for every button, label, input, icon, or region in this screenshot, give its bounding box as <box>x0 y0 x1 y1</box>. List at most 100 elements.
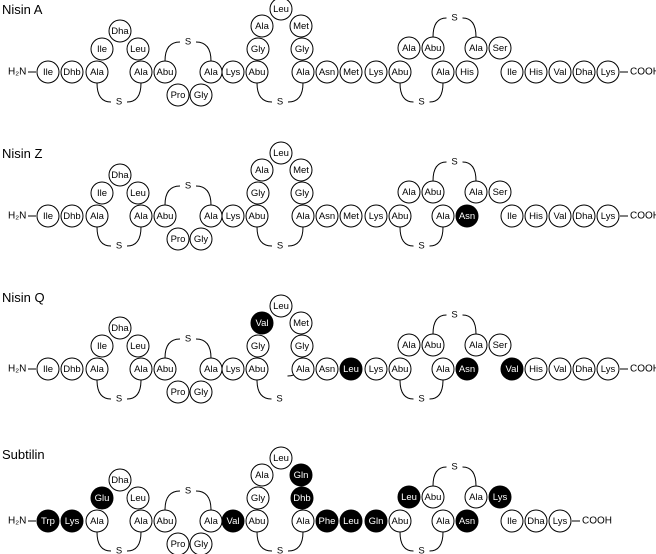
residue-leu: Leu <box>126 181 150 205</box>
thioether-bridge <box>256 531 304 552</box>
residue-circle <box>245 204 269 228</box>
residue-circle <box>85 509 109 533</box>
residue-circle <box>431 509 455 533</box>
residue-label: Asn <box>319 364 335 375</box>
residue-ser: Ser <box>488 180 512 204</box>
residue-label: Ala <box>204 364 218 375</box>
residue-circle <box>488 485 512 509</box>
residue-label: Lys <box>226 364 241 375</box>
sulfur-label: S <box>451 462 457 473</box>
residue-met: Met <box>339 60 363 84</box>
residue-ile: Ile <box>90 334 114 358</box>
residue-circle <box>289 158 313 182</box>
thioether-bridge <box>164 338 212 359</box>
residue-circle <box>431 204 455 228</box>
residue-abu: Abu <box>245 357 269 381</box>
residue-circle <box>572 357 596 381</box>
residue-dha: Dha <box>572 60 596 84</box>
residue-circle <box>108 468 132 492</box>
residue-circle <box>596 357 620 381</box>
residue-label: Dhb <box>63 211 80 222</box>
residue-circle <box>397 333 421 357</box>
residue-circle <box>189 227 213 251</box>
residue-label: Gly <box>194 387 209 398</box>
residue-label: Ile <box>507 211 517 222</box>
residue-label: Asn <box>459 364 475 375</box>
residue-ala: Ala <box>129 509 153 533</box>
residue-label: Lys <box>601 364 616 375</box>
residue-phe: Phe <box>315 509 339 533</box>
residue-circle <box>90 486 114 510</box>
residue-label: Ala <box>402 43 416 54</box>
residue-circle <box>126 486 150 510</box>
residue-circle <box>250 463 274 487</box>
c-terminus-label: COOH <box>582 516 612 527</box>
residue-circle <box>548 204 572 228</box>
residue-label: Leu <box>130 188 146 199</box>
residue-circle <box>290 181 314 205</box>
residue-lys: Lys <box>596 357 620 381</box>
residue-label: Abu <box>249 516 266 527</box>
residue-label: Ala <box>255 470 269 481</box>
residue-circle <box>500 509 524 533</box>
residue-circle <box>245 357 269 381</box>
residue-gly: Gly <box>290 181 314 205</box>
residue-circle <box>60 60 84 84</box>
residue-circle <box>36 204 60 228</box>
residue-circle <box>129 60 153 84</box>
residue-circle <box>108 163 132 187</box>
residue-circle <box>290 334 314 358</box>
residue-circle <box>291 204 315 228</box>
residue-trp: Trp <box>36 509 60 533</box>
residue-asn: Asn <box>455 357 479 381</box>
residue-label: Gly <box>295 44 310 55</box>
residue-dha: Dha <box>572 204 596 228</box>
sulfur-label: S <box>277 546 283 554</box>
residue-leu: Leu <box>126 37 150 61</box>
residue-ala: Ala <box>199 204 223 228</box>
residue-label: Gly <box>251 493 266 504</box>
residue-pro: Pro <box>166 83 190 107</box>
residue-lys: Lys <box>364 357 388 381</box>
thioether-bridge <box>164 185 212 206</box>
residue-label: Ile <box>507 516 517 527</box>
residue-label: Ala <box>255 165 269 176</box>
residue-label: Dha <box>575 67 593 78</box>
thioether-bridge <box>96 82 142 103</box>
residue-circle <box>153 509 177 533</box>
residue-ala: Ala <box>464 485 488 509</box>
residue-label: Lys <box>493 492 508 503</box>
residue-circle <box>90 334 114 358</box>
residue-circle <box>126 37 150 61</box>
residue-label: Ser <box>493 43 508 54</box>
residue-ala: Ala <box>464 36 488 60</box>
residue-ala: Ala <box>397 36 421 60</box>
residue-label: Gly <box>295 188 310 199</box>
residue-label: Ala <box>255 21 269 32</box>
residue-gly: Gly <box>246 37 270 61</box>
sulfur-label: S <box>277 97 283 108</box>
residue-ala: Ala <box>431 60 455 84</box>
peptide-title: Nisin Q <box>2 290 45 305</box>
residue-label: Abu <box>425 492 442 503</box>
thioether-bridge <box>96 531 142 552</box>
residue-ala: Ala <box>464 180 488 204</box>
residue-circle <box>364 60 388 84</box>
residue-circle <box>548 357 572 381</box>
peptide-title: Nisin A <box>2 2 43 17</box>
residue-label: Ile <box>97 44 107 55</box>
residue-label: Ala <box>469 187 483 198</box>
residue-label: Ala <box>436 211 450 222</box>
residue-val: Val <box>548 204 572 228</box>
sulfur-label: S <box>185 181 191 192</box>
residue-circle <box>291 509 315 533</box>
residue-leu: Leu <box>269 446 293 470</box>
residue-circle <box>290 486 314 510</box>
residue-circle <box>85 60 109 84</box>
residue-ala: Ala <box>250 14 274 38</box>
residue-met: Met <box>339 204 363 228</box>
residue-ala: Ala <box>291 357 315 381</box>
residue-label: Glu <box>95 493 110 504</box>
residue-label: Met <box>293 318 309 329</box>
